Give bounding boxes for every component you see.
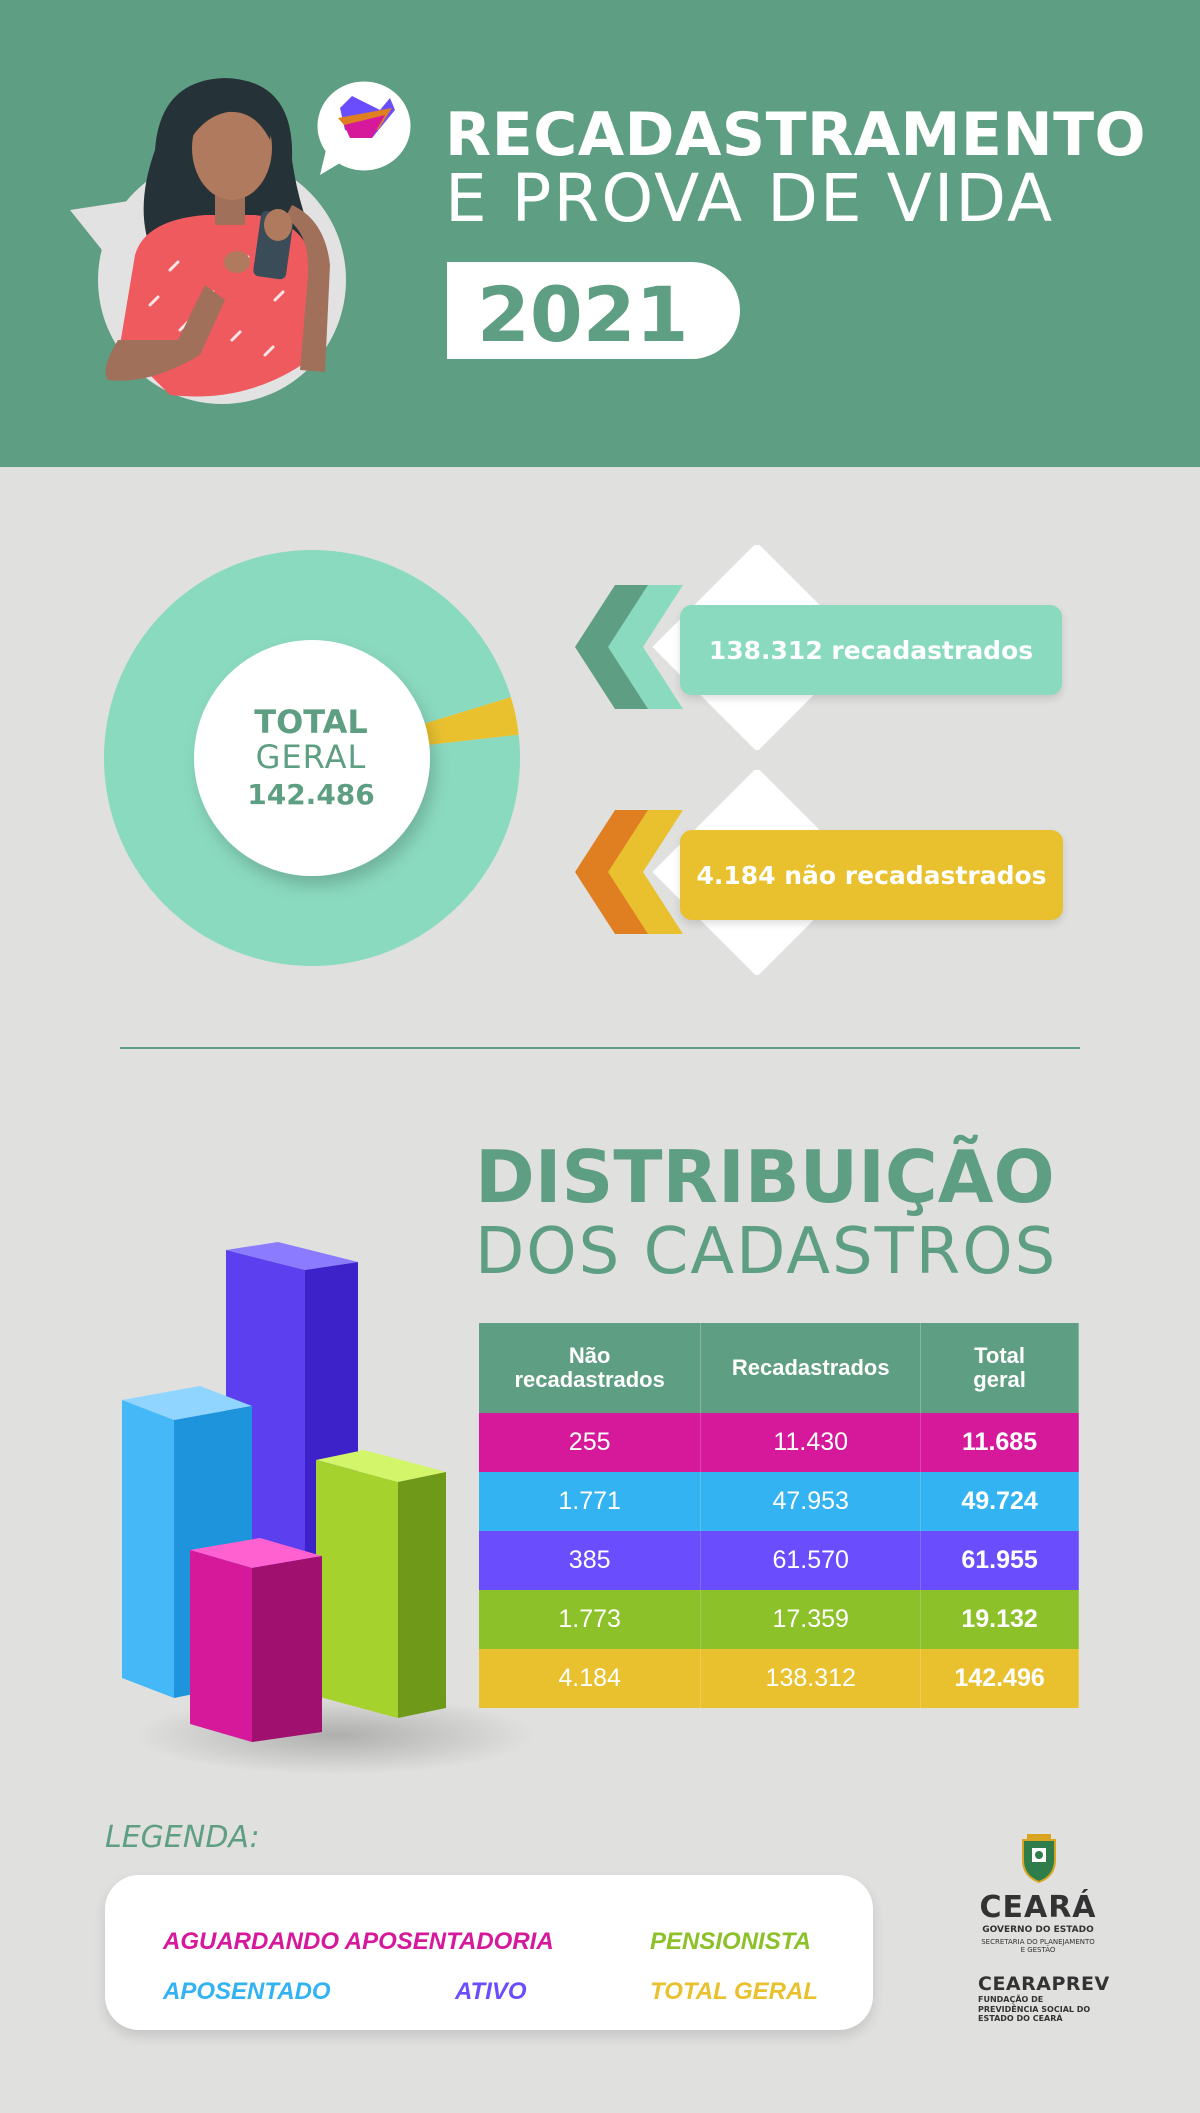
donut-geral-label: GERAL — [255, 738, 367, 776]
table-cell: 47.953 — [700, 1472, 922, 1531]
col-nao-recadastrados: Não recadastrados — [479, 1323, 702, 1413]
table-cell: 1.773 — [479, 1590, 702, 1649]
nao-recadastrados-callout: 4.184 não recadastrados — [680, 830, 1063, 920]
col-recadastrados: Recadastrados — [700, 1323, 922, 1413]
table-row: 1.771 47.953 49.724 — [479, 1472, 1079, 1531]
legend-box: AGUARDANDO APOSENTADORIA PENSIONISTA APO… — [105, 1875, 873, 2030]
woman-phone-illustration — [70, 78, 414, 404]
header-banner: RECADASTRAMENTO E PROVA DE VIDA 2021 — [0, 0, 1200, 467]
distribuicao-title: DISTRIBUIÇÃO — [475, 1135, 1055, 1219]
table-row: 4.184 138.312 142.496 — [479, 1649, 1079, 1708]
table-row: 1.773 17.359 19.132 — [479, 1590, 1079, 1649]
distribution-table: Não recadastrados Recadastrados Total gera… — [479, 1323, 1079, 1708]
legend-title: LEGENDA: — [105, 1820, 260, 1855]
ceara-name: CEARÁ — [979, 1890, 1097, 1925]
title-recadastramento: RECADASTRAMENTO — [445, 100, 1147, 170]
ceara-secretaria: SECRETARIA DO PLANEJAMENTO E GESTÃO — [981, 1938, 1095, 1955]
table-cell: 49.724 — [920, 1472, 1079, 1531]
3d-bars-illustration — [122, 1242, 535, 1775]
legend-item-ativo: ATIVO — [455, 1978, 527, 2005]
title-prova-de-vida: E PROVA DE VIDA — [445, 160, 1055, 237]
table-cell: 61.955 — [920, 1531, 1079, 1590]
col-total-geral: Total geral — [920, 1323, 1079, 1413]
cearaprev-subtitle: FUNDAÇÃO DE PREVIDÊNCIA SOCIAL DO ESTADO… — [978, 1995, 1091, 2024]
legend-item-total-geral: TOTAL GERAL — [650, 1978, 818, 2005]
table-cell: 142.496 — [920, 1649, 1079, 1708]
legend-item-aguardando: AGUARDANDO APOSENTADORIA — [163, 1928, 554, 1955]
donut-chart — [103, 549, 521, 966]
year-badge: 2021 — [447, 262, 740, 359]
donut-total-label: TOTAL — [254, 703, 368, 741]
legend-item-aposentado: APOSENTADO — [163, 1978, 331, 2005]
ceara-coat-of-arms-icon — [1022, 1834, 1056, 1884]
ceara-subtitle: GOVERNO DO ESTADO — [982, 1925, 1094, 1935]
cearaprev-name: CEARAPREV — [978, 1973, 1110, 1995]
table-cell: 19.132 — [920, 1590, 1079, 1649]
section-divider — [120, 1047, 1080, 1049]
table-cell: 17.359 — [700, 1590, 922, 1649]
table-cell: 11.430 — [700, 1413, 922, 1472]
table-cell: 4.184 — [479, 1649, 702, 1708]
year-label: 2021 — [477, 270, 689, 359]
table-cell: 11.685 — [920, 1413, 1079, 1472]
ceara-logo: CEARÁ GOVERNO DO ESTADO SECRETARIA DO PL… — [978, 1890, 1098, 1955]
table-cell: 255 — [479, 1413, 702, 1472]
legend-item-pensionista: PENSIONISTA — [650, 1928, 811, 1955]
table-cell: 138.312 — [700, 1649, 922, 1708]
table-cell: 61.570 — [700, 1531, 922, 1590]
table-cell: 385 — [479, 1531, 702, 1590]
dos-cadastros-subtitle: DOS CADASTROS — [475, 1215, 1058, 1289]
table-row: 255 11.430 11.685 — [479, 1413, 1079, 1472]
table-row: 385 61.570 61.955 — [479, 1531, 1079, 1590]
table-cell: 1.771 — [479, 1472, 702, 1531]
table-header-row: Não recadastrados Recadastrados Total gera… — [479, 1323, 1079, 1413]
cearaprev-logo: CEARAPREV FUNDAÇÃO DE PREVIDÊNCIA SOCIAL… — [978, 1973, 1110, 2024]
recadastrados-callout: 138.312 recadastrados — [680, 605, 1062, 695]
donut-total-value: 142.486 — [247, 778, 375, 811]
